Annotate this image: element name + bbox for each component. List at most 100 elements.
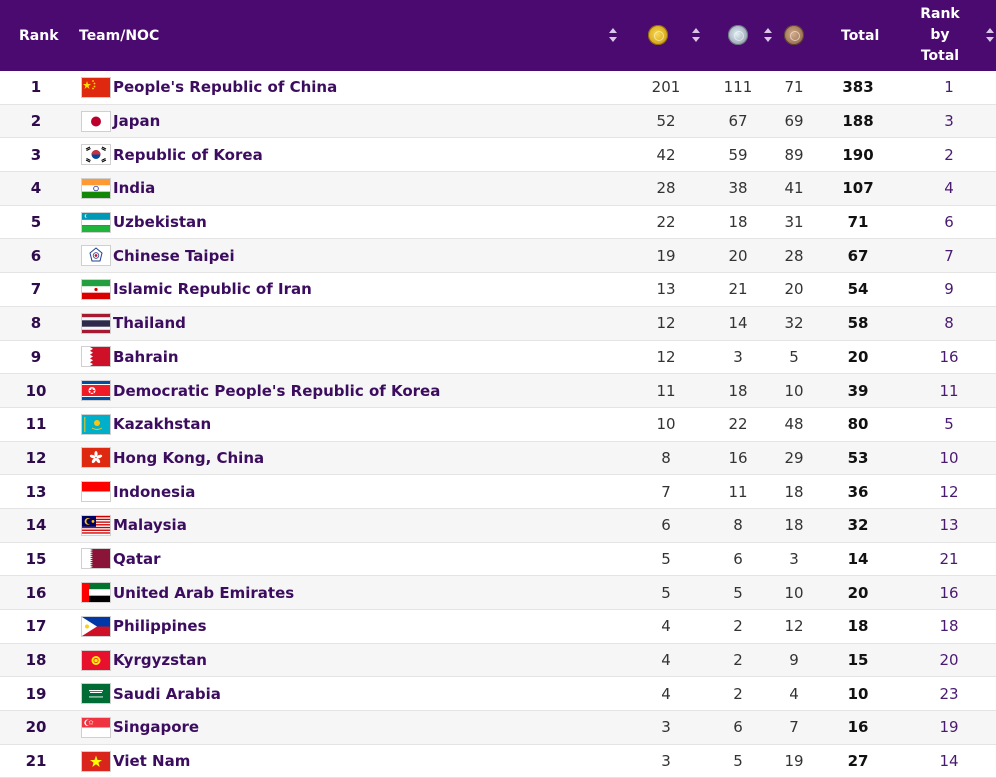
flag-cell xyxy=(82,543,110,576)
silver-count: 21 xyxy=(728,280,748,299)
team-name-link[interactable]: Bahrain xyxy=(113,347,179,366)
flag-cell xyxy=(82,610,110,643)
rank-by-total-cell: 7 xyxy=(944,246,954,265)
gold-count: 7 xyxy=(661,482,671,501)
table-row: 17 Philippines 4 2 12 18 18 xyxy=(0,610,996,644)
bronze-count: 28 xyxy=(784,246,804,265)
gold-count: 5 xyxy=(661,583,671,602)
flag-kyrgyzstan-icon xyxy=(82,650,110,670)
team-name-link[interactable]: India xyxy=(113,179,156,198)
bronze-count: 20 xyxy=(784,280,804,299)
header-rank-by-total[interactable]: Rank by Total xyxy=(900,0,980,71)
bronze-count: 41 xyxy=(784,179,804,198)
team-name-link[interactable]: Democratic People's Republic of Korea xyxy=(113,381,441,400)
team-name-link[interactable]: Viet Nam xyxy=(113,752,191,771)
table-row: 15 Qatar 5 6 3 14 21 xyxy=(0,543,996,577)
flag-cell xyxy=(82,644,110,677)
table-row: 9 Bahrain 12 3 5 20 16 xyxy=(0,341,996,375)
team-name-link[interactable]: United Arab Emirates xyxy=(113,583,295,602)
bronze-count: 10 xyxy=(784,583,804,602)
bronze-count: 89 xyxy=(784,145,804,164)
team-name-link[interactable]: Japan xyxy=(113,112,161,131)
team-name-link[interactable]: Malaysia xyxy=(113,516,187,535)
rank-by-total-cell: 3 xyxy=(944,112,954,131)
total-count: 15 xyxy=(847,651,869,670)
team-name-link[interactable]: Saudi Arabia xyxy=(113,684,221,703)
bronze-count: 48 xyxy=(784,415,804,434)
table-row: 8 Thailand 12 14 32 58 8 xyxy=(0,306,996,341)
flag-cell xyxy=(82,408,110,441)
table-header: Rank Team/NOC Total Rank by Total xyxy=(0,0,996,71)
silver-count: 5 xyxy=(733,583,743,602)
team-name-link[interactable]: Qatar xyxy=(113,549,161,568)
team-name-link[interactable]: Hong Kong, China xyxy=(113,448,265,467)
rank-by-total-cell: 19 xyxy=(939,718,959,737)
header-total[interactable]: Total xyxy=(841,27,880,44)
team-name-link[interactable]: People's Republic of China xyxy=(113,78,338,97)
silver-count: 3 xyxy=(733,347,743,366)
table-row: 13 Indonesia 7 11 18 36 12 xyxy=(0,475,996,509)
team-name-link[interactable]: Kyrgyzstan xyxy=(113,651,207,670)
bronze-count: 31 xyxy=(784,213,804,232)
gold-count: 201 xyxy=(651,78,681,97)
team-name-link[interactable]: Chinese Taipei xyxy=(113,246,235,265)
bronze-count: 19 xyxy=(784,752,804,771)
flag-saudi-arabia-icon xyxy=(82,684,110,704)
gold-count: 42 xyxy=(656,145,676,164)
total-count: 20 xyxy=(847,347,869,366)
gold-count: 12 xyxy=(656,314,676,333)
table-row: 14 Malaysia 6 8 18 32 13 xyxy=(0,508,996,543)
gold-count: 3 xyxy=(661,718,671,737)
table-row: 6 Chinese Taipei 19 20 28 67 7 xyxy=(0,239,996,274)
team-name-link[interactable]: Indonesia xyxy=(113,482,196,501)
rank-by-total-cell: 8 xyxy=(944,314,954,333)
table-body: 1 People's Republic of China 201 111 71 383 1 2… xyxy=(0,71,996,778)
rank-cell: 8 xyxy=(30,314,42,333)
rank-cell: 16 xyxy=(25,583,47,602)
rank-cell: 9 xyxy=(30,347,42,366)
team-name-link[interactable]: Singapore xyxy=(113,718,200,737)
rank-by-total-cell: 23 xyxy=(939,684,959,703)
rank-by-total-cell: 10 xyxy=(939,448,959,467)
team-name-link[interactable]: Islamic Republic of Iran xyxy=(113,280,312,299)
total-count: 80 xyxy=(847,415,869,434)
table-row: 16 United Arab Emirates 5 5 10 20 16 xyxy=(0,576,996,610)
team-name-link[interactable]: Kazakhstan xyxy=(113,415,212,434)
total-count: 18 xyxy=(847,617,869,636)
total-count: 54 xyxy=(847,280,869,299)
sort-rank-by-total-icon[interactable] xyxy=(986,28,994,42)
silver-count: 2 xyxy=(733,651,743,670)
rank-cell: 21 xyxy=(25,752,47,771)
silver-count: 38 xyxy=(728,179,748,198)
rank-by-total-cell: 6 xyxy=(944,213,954,232)
team-name-link[interactable]: Thailand xyxy=(113,314,186,333)
flag-korea-icon xyxy=(82,145,110,165)
silver-medal-icon xyxy=(728,25,748,45)
team-name-link[interactable]: Republic of Korea xyxy=(113,145,263,164)
gold-count: 4 xyxy=(661,684,671,703)
header-team[interactable]: Team/NOC xyxy=(79,27,160,44)
silver-count: 2 xyxy=(733,684,743,703)
flag-indonesia-icon xyxy=(82,482,110,502)
team-name-link[interactable]: Uzbekistan xyxy=(113,213,207,232)
bronze-count: 69 xyxy=(784,112,804,131)
silver-count: 11 xyxy=(728,482,748,501)
table-row: 19 Saudi Arabia 4 2 4 10 23 xyxy=(0,677,996,712)
header-rank-by-total-line3: Total xyxy=(920,48,960,64)
rank-by-total-cell: 4 xyxy=(944,179,954,198)
sort-silver-icon[interactable] xyxy=(764,28,772,42)
rank-cell: 13 xyxy=(25,482,47,501)
silver-count: 2 xyxy=(733,617,743,636)
total-count: 36 xyxy=(847,482,869,501)
sort-team-icon[interactable] xyxy=(609,28,617,42)
table-row: 7 Islamic Republic of Iran 13 21 20 54 9 xyxy=(0,273,996,307)
sort-gold-icon[interactable] xyxy=(692,28,700,42)
flag-cell xyxy=(82,509,110,542)
silver-count: 16 xyxy=(728,448,748,467)
header-rank[interactable]: Rank xyxy=(19,27,59,44)
rank-cell: 17 xyxy=(25,617,47,636)
team-name-link[interactable]: Philippines xyxy=(113,617,207,636)
total-count: 71 xyxy=(847,213,869,232)
bronze-count: 4 xyxy=(789,684,799,703)
bronze-count: 18 xyxy=(784,482,804,501)
